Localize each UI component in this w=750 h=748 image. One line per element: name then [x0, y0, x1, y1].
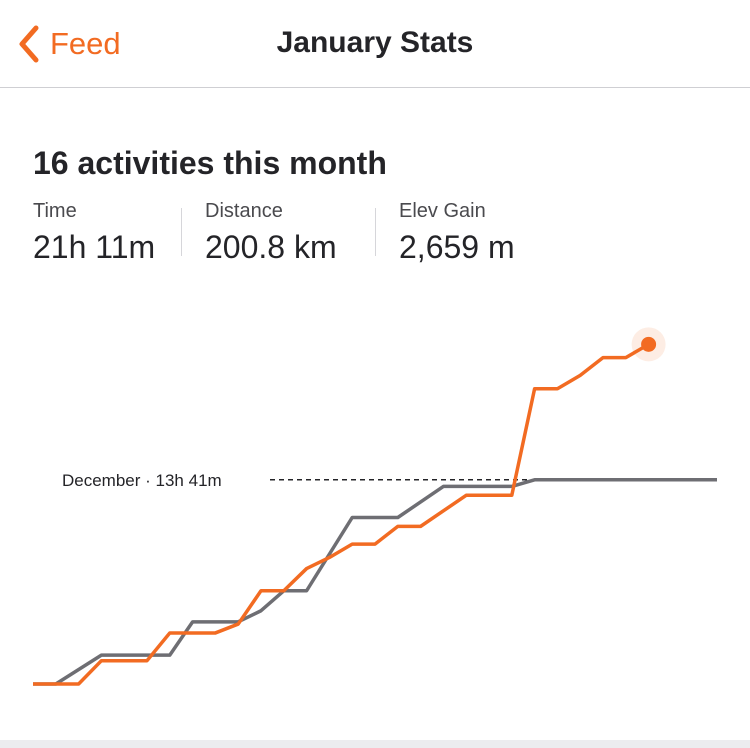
stat-divider — [375, 208, 376, 256]
bottom-bar — [0, 740, 750, 748]
stat-elevation: Elev Gain 2,659 m — [399, 200, 515, 266]
stat-time-label: Time — [33, 200, 77, 222]
stat-distance-value: 200.8 km — [205, 229, 337, 265]
cumulative-time-chart: December · 13h 41m — [33, 327, 717, 686]
back-button-label: Feed — [50, 26, 121, 61]
current-point-marker — [641, 336, 657, 352]
chart-series — [33, 327, 717, 686]
stat-distance: Distance 200.8 km — [205, 200, 337, 266]
previous-month-line — [33, 478, 717, 686]
back-button[interactable]: Feed — [14, 18, 121, 70]
navigation-bar: Feed January Stats — [0, 0, 750, 88]
chevron-left-icon — [19, 25, 39, 63]
december-reference-label: December · 13h 41m — [62, 471, 222, 490]
stat-time-value: 21h 11m — [33, 229, 156, 265]
stat-elevation-value: 2,659 m — [399, 229, 515, 265]
activity-count-heading: 16 activities this month — [33, 145, 387, 181]
stat-distance-label: Distance — [205, 200, 283, 222]
stat-elevation-label: Elev Gain — [399, 200, 486, 222]
stat-time: Time 21h 11m — [33, 200, 155, 266]
stat-divider — [181, 208, 182, 256]
current-month-line — [33, 342, 650, 686]
